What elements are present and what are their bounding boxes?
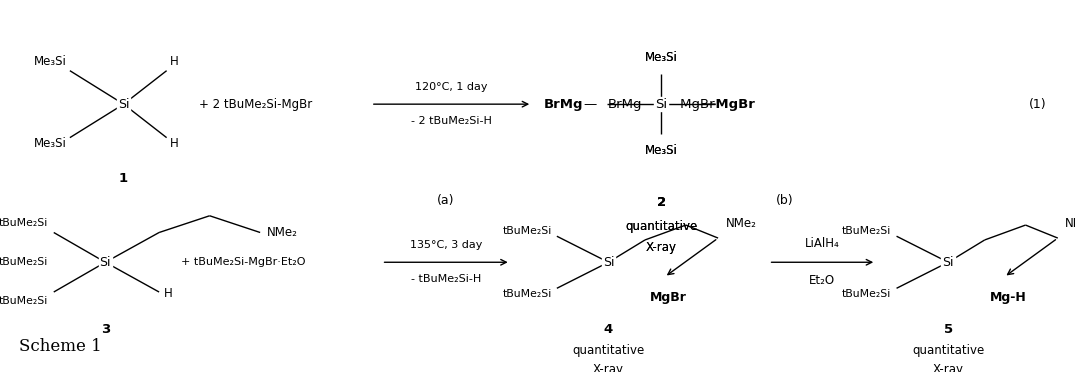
- Text: tBuMe₂Si: tBuMe₂Si: [0, 257, 48, 267]
- Text: (b): (b): [776, 195, 793, 207]
- Text: + 2 tBuMe₂Si-MgBr: + 2 tBuMe₂Si-MgBr: [199, 98, 312, 110]
- Text: quantitative: quantitative: [625, 221, 698, 233]
- Text: Si: Si: [943, 256, 954, 269]
- Text: 135°C, 3 day: 135°C, 3 day: [410, 240, 483, 250]
- Text: 2: 2: [657, 196, 665, 209]
- Text: Si: Si: [100, 256, 111, 269]
- Text: Et₂O: Et₂O: [809, 274, 835, 287]
- Text: H: H: [170, 55, 178, 68]
- Text: quantitative: quantitative: [572, 344, 645, 357]
- Text: MgBr: MgBr: [650, 291, 687, 304]
- Text: + tBuMe₂Si-MgBr·Et₂O: + tBuMe₂Si-MgBr·Et₂O: [181, 257, 305, 267]
- Text: Me₃Si: Me₃Si: [33, 137, 67, 150]
- Text: X-ray: X-ray: [933, 363, 963, 372]
- Text: X-ray: X-ray: [593, 363, 624, 372]
- Text: Si: Si: [118, 98, 129, 110]
- Text: tBuMe₂Si: tBuMe₂Si: [842, 226, 891, 235]
- Text: H: H: [163, 288, 172, 300]
- Text: Scheme 1: Scheme 1: [19, 338, 102, 355]
- Text: tBuMe₂Si: tBuMe₂Si: [0, 296, 48, 306]
- Text: BrMg: BrMg: [544, 98, 584, 110]
- Text: Mg-H: Mg-H: [990, 291, 1027, 304]
- Text: LiAlH₄: LiAlH₄: [805, 237, 840, 250]
- Text: 4: 4: [604, 323, 613, 336]
- Text: Me₃Si: Me₃Si: [33, 55, 67, 68]
- Text: Si: Si: [603, 256, 614, 269]
- Text: Si: Si: [603, 256, 614, 269]
- Text: tBuMe₂Si: tBuMe₂Si: [0, 218, 48, 228]
- Text: tBuMe₂Si: tBuMe₂Si: [502, 289, 551, 299]
- Text: Me₃Si: Me₃Si: [645, 144, 677, 157]
- Text: (a): (a): [438, 195, 455, 207]
- Text: —MgBr: —MgBr: [702, 98, 755, 110]
- Text: BrMg—Si—MgBr: BrMg—Si—MgBr: [607, 98, 715, 110]
- Text: NMe₂: NMe₂: [1065, 217, 1075, 230]
- Text: tBuMe₂Si: tBuMe₂Si: [502, 226, 551, 235]
- Text: 120°C, 1 day: 120°C, 1 day: [415, 82, 488, 92]
- Text: 5: 5: [944, 323, 952, 336]
- Text: Si: Si: [100, 256, 111, 269]
- Text: Me₃Si: Me₃Si: [645, 144, 677, 157]
- Text: tBuMe₂Si: tBuMe₂Si: [842, 289, 891, 299]
- Text: - tBuMe₂Si-H: - tBuMe₂Si-H: [411, 274, 482, 284]
- Text: Si: Si: [943, 256, 954, 269]
- Text: 3: 3: [101, 323, 110, 336]
- Text: X-ray: X-ray: [646, 241, 676, 254]
- Text: 2: 2: [657, 196, 665, 209]
- Text: 1: 1: [119, 172, 128, 185]
- Text: Me₃Si: Me₃Si: [645, 51, 677, 64]
- Text: Si: Si: [655, 98, 668, 110]
- Text: (1): (1): [1029, 98, 1046, 110]
- Text: quantitative: quantitative: [912, 344, 985, 357]
- Text: NMe₂: NMe₂: [726, 217, 757, 230]
- Text: Me₃Si: Me₃Si: [645, 51, 677, 64]
- Text: quantitative: quantitative: [625, 221, 698, 233]
- Text: —: —: [584, 98, 597, 110]
- Text: X-ray: X-ray: [646, 241, 676, 254]
- Text: NMe₂: NMe₂: [267, 226, 298, 239]
- Text: H: H: [170, 137, 178, 150]
- Text: Si: Si: [118, 98, 129, 110]
- Text: - 2 tBuMe₂Si-H: - 2 tBuMe₂Si-H: [411, 116, 492, 126]
